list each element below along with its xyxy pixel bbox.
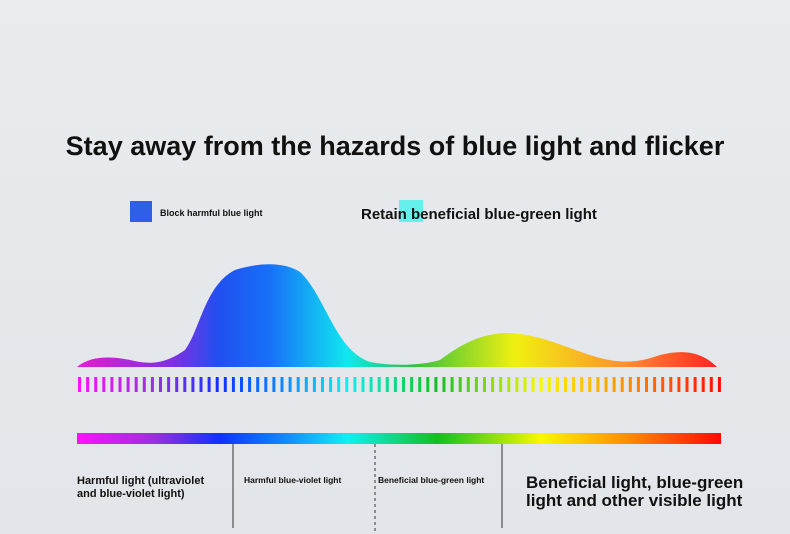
tick xyxy=(296,377,300,392)
tick xyxy=(709,377,713,392)
tick xyxy=(312,377,316,392)
tick xyxy=(393,377,397,392)
tick xyxy=(612,377,616,392)
legend-swatch xyxy=(399,200,423,222)
tick xyxy=(483,377,486,392)
tick xyxy=(596,377,600,392)
tick-row xyxy=(78,377,721,392)
tick xyxy=(539,377,543,392)
tick xyxy=(288,377,292,392)
tick xyxy=(272,377,276,392)
tick xyxy=(555,377,559,392)
tick xyxy=(118,377,122,392)
band-label: Harmful light (ultraviolet xyxy=(77,475,204,487)
tick xyxy=(653,377,657,392)
tick xyxy=(693,377,697,392)
spectrum-bar xyxy=(77,433,721,444)
legend-label: Block harmful blue light xyxy=(160,208,263,218)
tick xyxy=(264,377,268,392)
tick xyxy=(620,377,624,392)
tick xyxy=(126,377,130,392)
legend-swatch xyxy=(130,201,152,222)
tick xyxy=(474,377,478,392)
tick xyxy=(523,377,527,392)
tick xyxy=(304,377,308,392)
tick xyxy=(458,377,462,392)
tick xyxy=(369,377,373,392)
tick xyxy=(588,377,592,392)
tick xyxy=(628,377,632,392)
tick xyxy=(150,377,154,392)
tick xyxy=(134,377,138,392)
tick xyxy=(499,377,503,392)
tick xyxy=(669,377,673,392)
tick xyxy=(223,377,227,392)
tick xyxy=(717,377,721,392)
tick xyxy=(701,377,705,392)
tick xyxy=(78,377,81,392)
tick xyxy=(199,377,203,392)
tick xyxy=(677,377,681,392)
tick xyxy=(167,377,171,392)
tick xyxy=(661,377,665,392)
band-label: Harmful blue-violet light xyxy=(244,475,341,485)
band-label: Beneficial light, blue-green xyxy=(526,473,743,492)
tick xyxy=(507,377,511,392)
band-label: and blue-violet light) xyxy=(77,488,185,500)
tick xyxy=(142,377,146,392)
tick xyxy=(86,377,90,392)
tick xyxy=(418,377,422,392)
tick xyxy=(377,377,381,392)
tick xyxy=(102,377,106,392)
spectrum-curve xyxy=(77,264,717,367)
title: Stay away from the hazards of blue light… xyxy=(66,131,725,161)
tick xyxy=(215,377,219,392)
tick xyxy=(515,377,519,392)
tick xyxy=(450,377,454,392)
tick xyxy=(410,377,414,392)
band-label: light and other visible light xyxy=(526,491,743,510)
tick xyxy=(434,377,438,392)
tick xyxy=(256,377,260,392)
tick xyxy=(580,377,584,392)
tick xyxy=(248,377,252,392)
tick xyxy=(337,377,341,392)
tick xyxy=(175,377,179,392)
tick xyxy=(572,377,576,392)
tick xyxy=(636,377,640,392)
tick xyxy=(604,377,608,392)
legend-label: Retain beneficial blue-green light xyxy=(361,206,597,223)
tick xyxy=(645,377,648,392)
tick xyxy=(564,377,567,392)
tick xyxy=(442,377,446,392)
tick xyxy=(280,377,284,392)
tick xyxy=(321,377,324,392)
tick xyxy=(159,377,162,392)
tick xyxy=(110,377,114,392)
tick xyxy=(353,377,357,392)
tick xyxy=(231,377,235,392)
tick xyxy=(491,377,495,392)
tick xyxy=(183,377,187,392)
tick xyxy=(466,377,470,392)
tick xyxy=(345,377,349,392)
tick xyxy=(426,377,430,392)
tick xyxy=(385,377,389,392)
tick xyxy=(361,377,365,392)
tick xyxy=(94,377,98,392)
tick xyxy=(191,377,195,392)
tick xyxy=(547,377,551,392)
tick xyxy=(531,377,535,392)
tick xyxy=(240,377,243,392)
tick xyxy=(329,377,333,392)
tick xyxy=(207,377,211,392)
tick xyxy=(402,377,405,392)
tick xyxy=(685,377,689,392)
band-label: Beneficial blue-green light xyxy=(378,475,484,485)
